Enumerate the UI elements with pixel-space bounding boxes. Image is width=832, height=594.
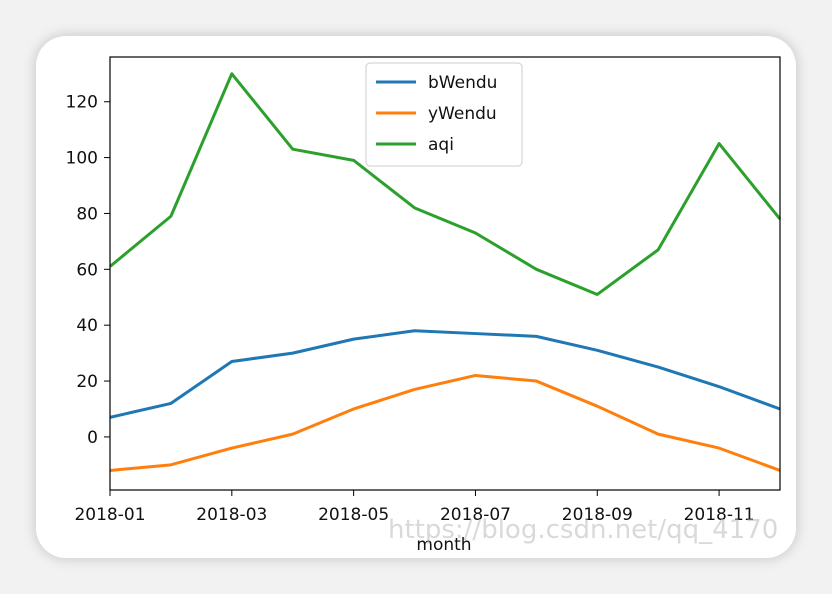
y-tick-label: 120 [66,93,98,113]
x-tick-label: 2018-09 [562,505,633,525]
x-tick-label: 2018-07 [440,505,511,525]
x-tick-label: 2018-03 [196,505,267,525]
series-line-yWendu [109,373,781,472]
series-line-bWendu [109,329,781,419]
x-tick-label: 2018-05 [318,505,389,525]
watermark-text: https://blog.csdn.net/qq_4170 [388,515,778,545]
legend-label-bWendu: bWendu [428,73,497,93]
y-tick-label: 100 [66,149,98,169]
x-tick-label: 2018-11 [684,505,755,525]
plot-frame [109,56,781,491]
legend-box [365,62,523,167]
y-axis: 0 20 40 60 80 100 120 [66,93,110,448]
legend: bWendu yWendu aqi [365,62,523,167]
x-axis: 2018-01 2018-03 2018-05 2018-07 2018-09 2018-… [74,490,755,525]
y-tick-label: 0 [87,428,98,448]
y-tick-label: 60 [76,260,98,280]
x-axis-title: month [416,535,471,555]
y-tick-label: 40 [76,316,98,336]
series-layer [109,72,782,472]
y-tick-label: 20 [76,372,98,392]
y-tick-label: 80 [76,204,98,224]
chart-card: 0 20 40 60 80 100 120 2018-01 2018-03 2018-05 201… [36,36,796,558]
legend-label-aqi: aqi [428,135,454,155]
series-line-aqi [109,72,782,296]
legend-label-yWendu: yWendu [428,104,497,124]
x-tick-label: 2018-01 [74,505,145,525]
